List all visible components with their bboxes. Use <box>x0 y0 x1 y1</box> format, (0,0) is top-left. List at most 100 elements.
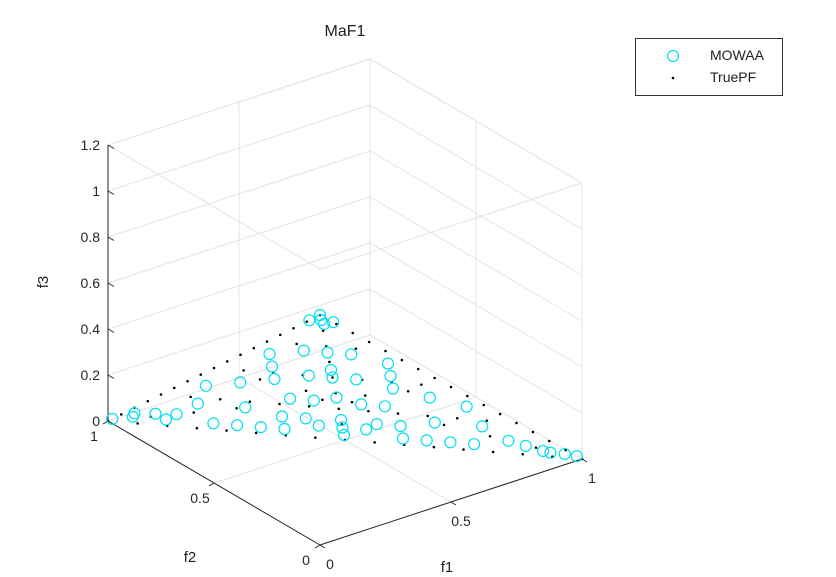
truepf-point <box>186 379 189 383</box>
truepf-point <box>218 397 222 401</box>
mowaa-point <box>476 420 489 433</box>
truepf-point <box>212 366 216 370</box>
z-tick-label: 1 <box>92 183 100 199</box>
truepf-point <box>416 367 420 371</box>
truepf-point <box>485 419 489 422</box>
z-tick <box>107 328 115 333</box>
truepf-point <box>515 421 518 425</box>
z-tick-label: 0.8 <box>81 229 101 245</box>
grid-line <box>369 242 583 368</box>
mowaa-point <box>170 408 183 421</box>
truepf-point <box>172 386 176 390</box>
truepf-point <box>252 346 256 350</box>
legend: MOWAA TruePF <box>635 38 783 96</box>
truepf-point <box>426 414 429 418</box>
mowaa-point <box>199 379 212 392</box>
grid-layer <box>107 58 583 546</box>
mowaa-point <box>231 419 244 432</box>
mowaa-point <box>191 397 204 410</box>
mowaa-point <box>502 434 515 447</box>
mowaa-point <box>337 428 351 442</box>
mowaa-point <box>326 371 339 384</box>
grid-line <box>369 334 583 460</box>
mowaa-point <box>468 438 481 451</box>
truepf-point <box>225 360 229 363</box>
truepf-point <box>119 413 123 416</box>
z-tick-label: 0.2 <box>81 367 101 383</box>
x-tick <box>319 544 326 549</box>
mowaa-point <box>321 346 334 359</box>
mowaa-point <box>207 417 220 430</box>
truepf-point <box>367 409 370 413</box>
truepf-point <box>195 426 199 430</box>
truepf-point <box>466 394 469 398</box>
truepf-point <box>199 373 203 376</box>
truepf-point <box>442 423 446 427</box>
z-tick-label: 0.6 <box>81 275 101 291</box>
mowaa-point <box>324 363 338 377</box>
mowaa-point <box>345 348 358 361</box>
mowaa-point <box>384 369 397 383</box>
mowaa-point <box>327 316 340 329</box>
mowaa-point <box>334 413 348 427</box>
truepf-point <box>432 445 436 449</box>
truepf-point <box>192 411 196 414</box>
mowaa-point <box>460 400 473 413</box>
truepf-point <box>455 416 459 420</box>
mowaa-point <box>519 439 532 452</box>
mowaa-point <box>330 391 343 404</box>
y-tick-label: 1 <box>90 428 98 444</box>
truepf-point <box>305 320 309 323</box>
mowaa-point <box>350 373 363 386</box>
mowaa-point <box>420 434 433 447</box>
truepf-point <box>292 326 295 330</box>
mowaa-point <box>423 391 436 404</box>
mowaa-point <box>355 398 368 411</box>
truepf-point <box>367 340 371 344</box>
grid-line <box>369 58 583 184</box>
mowaa-point <box>386 382 400 395</box>
z-tick-label: 0.4 <box>81 321 101 337</box>
grid-line <box>107 242 371 330</box>
truepf-point <box>225 429 228 432</box>
mowaa-point <box>128 407 141 420</box>
truepf-point <box>406 389 410 393</box>
legend-label: MOWAA <box>710 47 764 63</box>
grid-line <box>107 334 371 422</box>
mowaa-point <box>378 400 391 413</box>
grid-line <box>107 58 371 146</box>
truepf-point <box>136 422 139 425</box>
truepf-point <box>462 448 465 451</box>
x-tick-label: 0 <box>326 556 334 572</box>
truepf-point <box>189 395 192 399</box>
mowaa-point <box>394 419 407 433</box>
open-circle-marker-icon <box>666 49 680 63</box>
mowaa-point <box>149 407 162 420</box>
legend-label: TruePF <box>710 69 757 85</box>
z-axis-label: f3 <box>35 276 52 289</box>
truepf-point <box>335 322 338 326</box>
mowaa-point <box>254 421 267 434</box>
y-tick <box>314 544 321 549</box>
grid-line <box>107 144 321 270</box>
mowaa-point <box>234 376 247 389</box>
z-tick-label: 1.2 <box>81 137 101 153</box>
mowaa-point <box>314 313 328 327</box>
truepf-point <box>278 333 282 337</box>
y-tick-label: 0.5 <box>190 490 210 506</box>
truepf-point <box>295 342 298 346</box>
mowaa-point <box>544 446 557 459</box>
truepf-point <box>354 347 358 350</box>
mowaa-point <box>570 450 583 463</box>
truepf-point <box>534 446 538 449</box>
mowaa-point <box>297 344 310 357</box>
z-tick <box>107 374 115 379</box>
truepf-point <box>328 360 331 364</box>
truepf-point <box>350 400 354 404</box>
mowaa-point <box>396 432 410 445</box>
truepf-point <box>547 439 551 443</box>
grid-line <box>107 150 371 238</box>
truepf-point <box>396 412 400 415</box>
